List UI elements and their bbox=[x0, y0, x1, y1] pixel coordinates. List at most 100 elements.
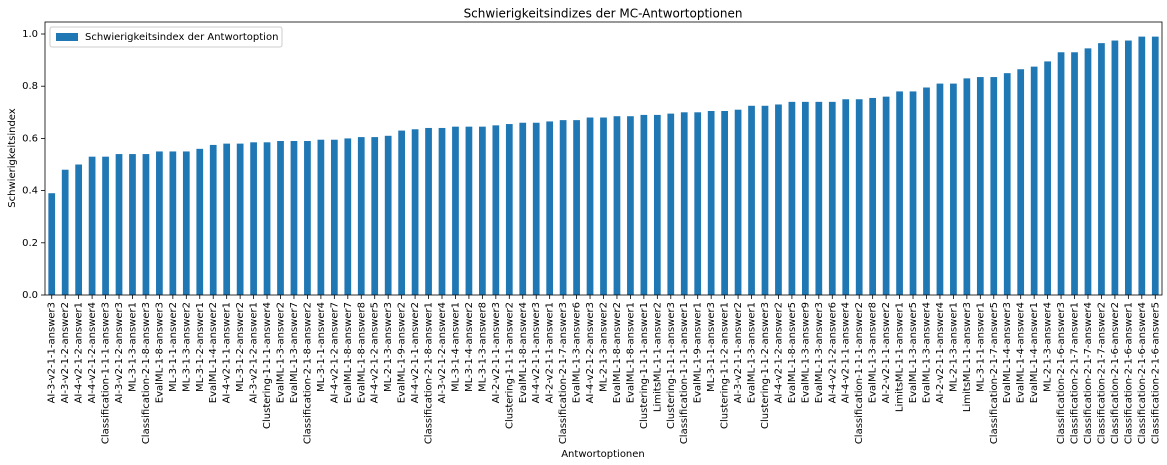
bar bbox=[156, 151, 163, 295]
bar bbox=[680, 112, 688, 295]
bar bbox=[1030, 66, 1038, 295]
legend-swatch bbox=[56, 33, 78, 41]
x-tick-label: Clustering-1-1-1-answer3 bbox=[666, 302, 677, 429]
bar bbox=[505, 124, 513, 295]
bar bbox=[573, 120, 580, 295]
x-tick-label: EvalML-1-4-answer1 bbox=[1029, 302, 1040, 403]
x-tick-label: ML-3-1-4-answer1 bbox=[450, 302, 461, 392]
x-tick-label: Classification-1-1-1-answer2 bbox=[854, 302, 865, 444]
chart-title: Schwierigkeitsindizes der MC-Antwortopti… bbox=[464, 7, 743, 21]
x-tick-label: AI-4-v2-1-2-answer3 bbox=[585, 302, 596, 403]
x-tick-label: ML-2-1-3-answer4 bbox=[1043, 302, 1054, 392]
bar bbox=[788, 101, 796, 295]
bar bbox=[196, 148, 204, 295]
x-tick-label: AI-3-v2-1-2-answer2 bbox=[60, 302, 71, 403]
x-tick-label: AI-4-v2-1-2-answer1 bbox=[74, 302, 85, 403]
x-tick-label: AI-4-v2-1-2-answer2 bbox=[773, 302, 784, 403]
x-tick-label: AI-4-v2-1-1-answer1 bbox=[222, 302, 233, 403]
y-tick-label: 0.2 bbox=[22, 238, 38, 249]
bar bbox=[169, 151, 177, 295]
bar bbox=[855, 99, 863, 295]
x-tick-label: ML-3-1-3-answer2 bbox=[181, 302, 192, 392]
x-tick-label: AI-3-v2-1-2-answer1 bbox=[249, 302, 260, 403]
x-tick-label: EvalML-1-9-answer1 bbox=[693, 302, 704, 403]
bar bbox=[492, 125, 500, 295]
x-tick-label: EvalML-1-3-answer9 bbox=[800, 302, 811, 403]
x-tick-label: EvalML-1-3-answer7 bbox=[289, 302, 300, 403]
bar bbox=[519, 122, 527, 296]
bar bbox=[1151, 36, 1159, 296]
x-tick-label: ML-3-1-1-answer2 bbox=[168, 302, 179, 392]
x-tick-label: EvalML-1-3-answer1 bbox=[747, 302, 758, 403]
bar bbox=[384, 135, 392, 295]
x-tick-label: Classification-2-1-7-answer4 bbox=[1083, 302, 1094, 444]
bar bbox=[330, 139, 338, 295]
bar bbox=[896, 91, 903, 296]
bar bbox=[613, 116, 621, 295]
x-tick-label: LimitsML-1-1-answer2 bbox=[652, 302, 663, 412]
bar bbox=[694, 112, 702, 295]
bar bbox=[48, 193, 56, 295]
bar bbox=[452, 126, 459, 296]
bar bbox=[828, 101, 836, 295]
bar bbox=[61, 169, 69, 295]
x-tick-label: Classification-2-1-6-answer3 bbox=[1056, 302, 1067, 444]
bar bbox=[815, 101, 823, 295]
bar bbox=[250, 142, 257, 295]
bar bbox=[842, 99, 850, 295]
x-tick-label: Clustering-1-1-1-answer4 bbox=[262, 302, 273, 429]
bar bbox=[990, 77, 998, 295]
bar bbox=[586, 117, 594, 296]
x-tick-label: Classification-1-1-1-answer3 bbox=[101, 302, 112, 444]
bar bbox=[357, 137, 365, 295]
bar bbox=[88, 156, 96, 295]
bar bbox=[1098, 43, 1105, 295]
x-tick-label: AI-2-v2-1-1-answer4 bbox=[935, 302, 946, 403]
x-tick-label: Classification-2-1-6-answer1 bbox=[1123, 302, 1134, 444]
bar bbox=[1124, 40, 1132, 295]
x-tick-label: EvalML-1-3-answer5 bbox=[908, 302, 919, 403]
x-tick-label: Classification-2-1-8-answer1 bbox=[424, 302, 435, 444]
bar bbox=[115, 154, 123, 295]
bar bbox=[640, 114, 648, 295]
bar bbox=[976, 77, 984, 295]
bar bbox=[1044, 61, 1051, 296]
plot-frame bbox=[44, 21, 1163, 296]
bar bbox=[600, 117, 607, 296]
x-tick-label: ML-3-1-1-answer1 bbox=[975, 302, 986, 392]
x-tick-label: EvalML-1-8-answer1 bbox=[625, 302, 636, 403]
y-axis-label: Schwierigkeitsindex bbox=[7, 108, 18, 207]
bar bbox=[1138, 36, 1146, 296]
y-tick-label: 0.4 bbox=[22, 186, 38, 197]
x-tick-label: AI-4-v2-1-1-answer2 bbox=[410, 302, 421, 403]
x-tick-label: ML-2-1-3-answer2 bbox=[599, 302, 610, 392]
legend-box bbox=[49, 26, 283, 48]
bar bbox=[802, 101, 809, 295]
bar bbox=[75, 164, 83, 295]
x-tick-label: EvalML-1-3-answer6 bbox=[572, 302, 583, 403]
bar bbox=[425, 127, 432, 295]
x-tick-label: EvalML-1-8-answer5 bbox=[787, 302, 798, 403]
bar bbox=[627, 116, 634, 295]
x-tick-label: Clustering-1-1-2-answer1 bbox=[720, 302, 731, 429]
bar bbox=[882, 96, 890, 296]
x-tick-label: EvalML-1-8-answer4 bbox=[518, 302, 529, 403]
x-tick-label: Classification-2-1-8-answer3 bbox=[141, 302, 152, 444]
x-tick-label: EvalML-1-4-answer4 bbox=[1016, 302, 1027, 403]
bar bbox=[1071, 52, 1078, 296]
x-tick-label: AI-4-v2-1-2-answer6 bbox=[827, 302, 838, 403]
y-tick-label: 1.0 bbox=[22, 29, 38, 40]
y-tick-label: 0.0 bbox=[22, 290, 38, 301]
x-tick-label: Clustering-1-1-2-answer3 bbox=[760, 302, 771, 429]
bar bbox=[277, 141, 284, 295]
bar bbox=[317, 139, 325, 295]
bar bbox=[398, 130, 405, 295]
x-tick-label: Classification-2-1-7-answer1 bbox=[1070, 302, 1081, 444]
y-tick-label: 0.6 bbox=[22, 133, 38, 144]
bar bbox=[936, 83, 944, 296]
y-tick-label: 0.8 bbox=[22, 81, 38, 92]
x-tick-label: LimitsML-1-1-answer3 bbox=[962, 302, 973, 412]
bar bbox=[532, 122, 540, 296]
legend-label: Schwierigkeitsindex der Antwortoption bbox=[85, 32, 278, 43]
